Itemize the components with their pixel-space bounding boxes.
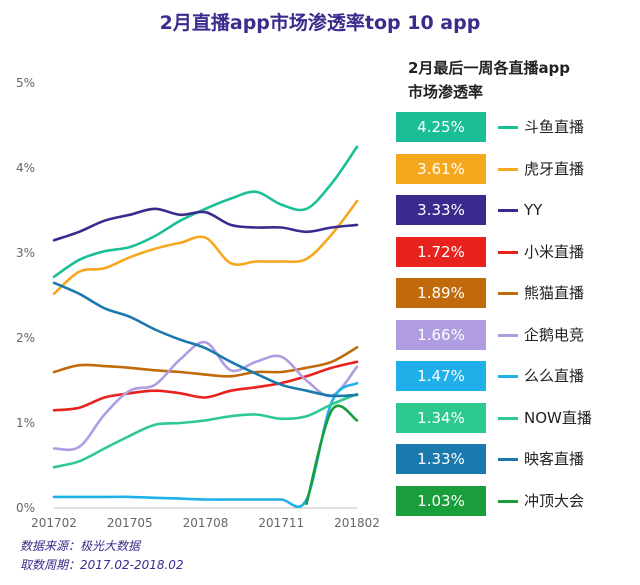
legend-value-box: 3.61% (396, 153, 486, 184)
legend-line-swatch (498, 250, 518, 254)
plot-area (52, 145, 359, 508)
legend-line-swatch (498, 333, 518, 337)
legend-series-name: 斗鱼直播 (524, 118, 585, 136)
y-tick-label: 0% (16, 501, 35, 515)
legend-series-name: 小米直播 (524, 242, 585, 261)
legend-line-swatch (498, 167, 518, 171)
legend-series-name: 企鹅电竞 (524, 325, 585, 344)
legend-value-box: 1.66% (396, 319, 486, 350)
legend-item: 1.47% 么么直播 (396, 361, 636, 403)
series-line (52, 145, 359, 279)
series-line (52, 360, 359, 412)
legend-value-box: 1.34% (396, 402, 486, 433)
footer: 数据来源：极光大数据 取数周期：2017.02-2018.02 (20, 537, 184, 575)
legend-line-swatch (498, 458, 518, 461)
legend-series-name: 熊猫直播 (524, 284, 585, 302)
legend-item: 1.72% 小米直播 (396, 236, 636, 279)
chart-title: 2月直播app市场渗透率top 10 app (159, 12, 481, 34)
legend-item: 1.34% NOW直播 (396, 402, 636, 445)
series-line (52, 392, 359, 469)
legend-value-box: 1.03% (396, 485, 486, 516)
legend-series-name: 冲顶大会 (524, 491, 585, 510)
legend-heading-line-1: 2月最后一周各直播app (408, 59, 571, 77)
chart-axes: 0% 1% 2% 3% 4% 5% 201702 201705 201708 201711 2018… (16, 76, 380, 530)
y-tick-label: 1% (16, 416, 35, 430)
legend-item: 1.03% 冲顶大会 (396, 485, 636, 528)
series-line (52, 340, 359, 452)
legend-series-name: NOW直播 (524, 408, 592, 427)
legend-value-box: 4.25% (396, 112, 486, 142)
legend-item: 4.25% 斗鱼直播 (396, 112, 636, 154)
x-tick-label: 201702 (31, 516, 77, 530)
legend-series-name: 映客直播 (524, 450, 585, 468)
series-line (52, 207, 359, 242)
legend-item: 1.66% 企鹅电竞 (396, 319, 636, 362)
y-tick-label: 4% (16, 161, 35, 175)
legend-series-name: 虎牙直播 (524, 159, 585, 178)
y-tick-label: 3% (16, 246, 35, 260)
legend-heading-line-2: 市场渗透率 (408, 83, 484, 101)
series-line (305, 404, 359, 506)
y-tick-label: 5% (16, 76, 35, 90)
legend: 4.25% 斗鱼直播 3.61% 虎牙直播 3.33% YY 1.72% 小米直播 1.89% 熊… (396, 112, 636, 527)
legend-item: 1.33% 映客直播 (396, 444, 636, 486)
x-tick-label: 201802 (334, 516, 380, 530)
series-line (52, 346, 359, 378)
legend-value-box: 3.33% (396, 195, 486, 225)
x-tick-label: 201708 (183, 516, 229, 530)
legend-item: 3.33% YY (396, 195, 636, 237)
y-tick-label: 2% (16, 331, 35, 345)
series-line (52, 199, 359, 296)
legend-value-box: 1.33% (396, 444, 486, 474)
legend-series-name: 么么直播 (524, 367, 585, 385)
data-period: 取数周期：2017.02-2018.02 (20, 558, 184, 572)
legend-line-swatch (498, 375, 518, 378)
legend-item: 3.61% 虎牙直播 (396, 153, 636, 196)
data-source: 数据来源：极光大数据 (20, 539, 141, 553)
legend-line-swatch (498, 292, 518, 295)
legend-heading: 2月最后一周各直播app 市场渗透率 (408, 56, 628, 104)
legend-item: 1.89% 熊猫直播 (396, 278, 636, 320)
legend-line-swatch (498, 209, 518, 212)
x-tick-label: 201711 (258, 516, 304, 530)
series-line (52, 281, 359, 398)
legend-line-swatch (498, 416, 518, 420)
series-line (52, 381, 359, 508)
legend-line-swatch (498, 126, 518, 129)
legend-value-box: 1.89% (396, 278, 486, 308)
legend-value-box: 1.72% (396, 236, 486, 267)
x-tick-label: 201705 (107, 516, 153, 530)
legend-value-box: 1.47% (396, 361, 486, 391)
legend-series-name: YY (524, 201, 543, 219)
legend-line-swatch (498, 499, 518, 503)
